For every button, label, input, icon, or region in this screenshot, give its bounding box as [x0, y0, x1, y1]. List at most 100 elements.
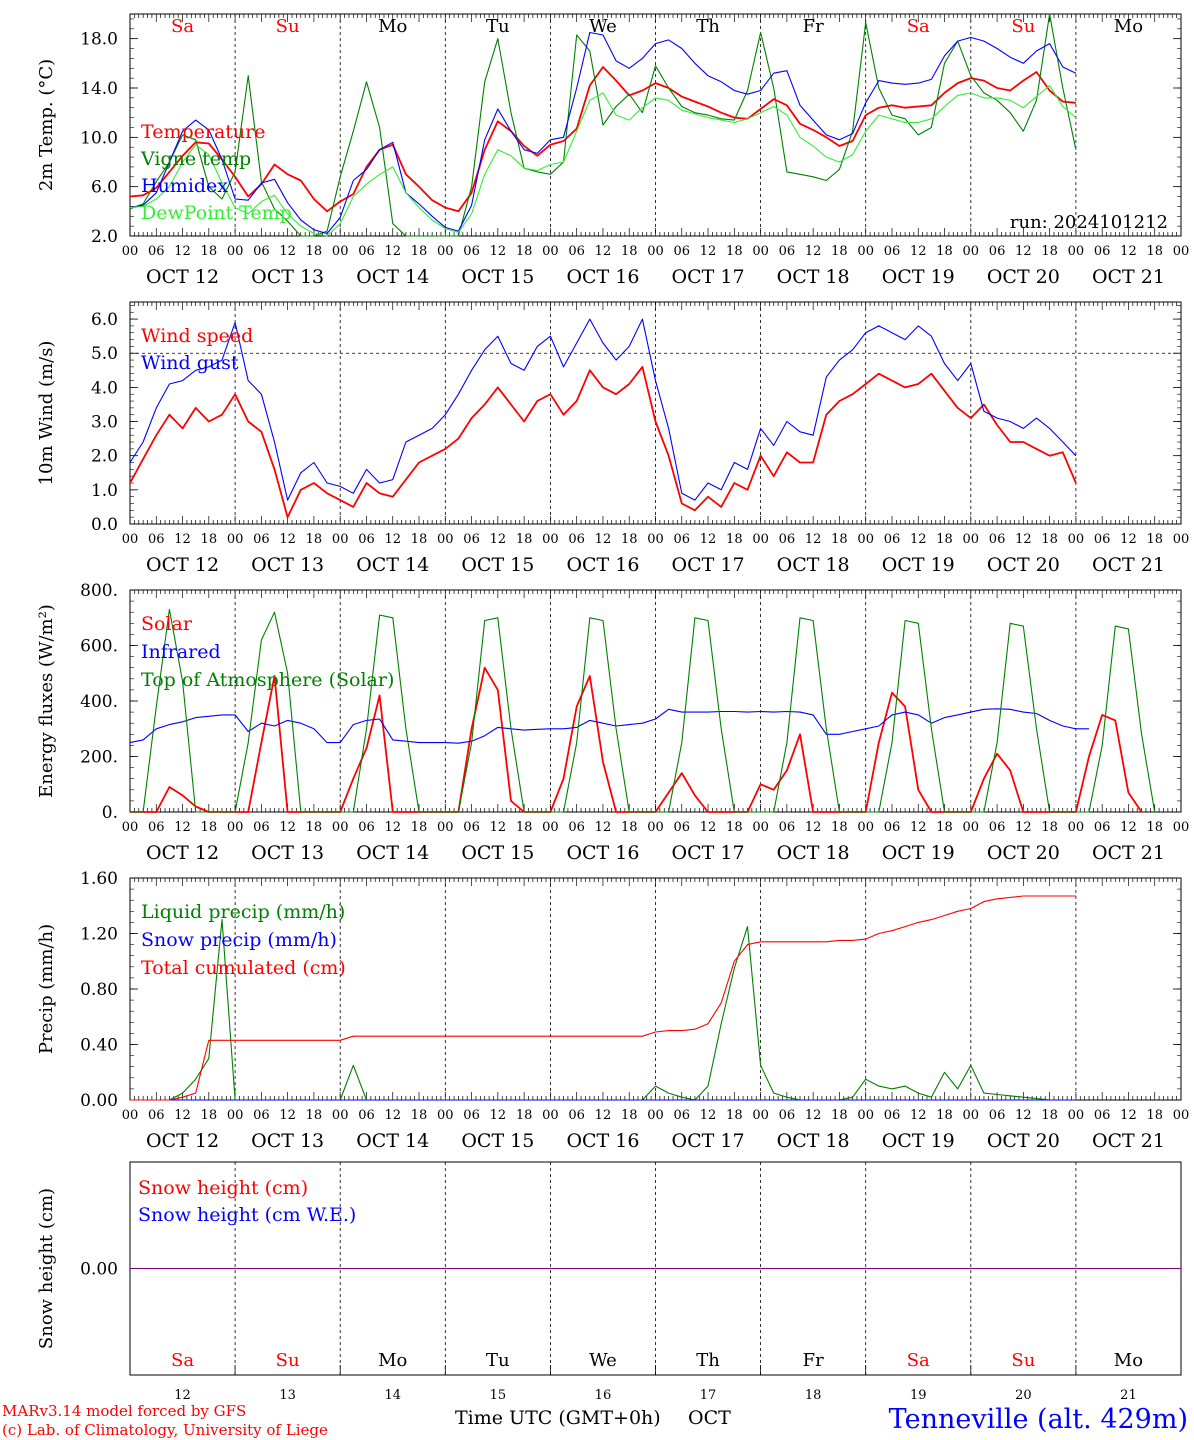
day-label: OCT 13: [251, 842, 324, 864]
hour-tick-label: 06: [1094, 820, 1111, 835]
hour-tick-label: 12: [384, 1108, 401, 1123]
hour-tick-label: 00: [122, 1108, 139, 1123]
hour-tick-label: 18: [726, 244, 743, 259]
hour-tick-label: 18: [516, 1108, 533, 1123]
hour-tick-label: 06: [358, 820, 375, 835]
footer-lab-credit: (c) Lab. of Climatology, University of L…: [2, 1421, 328, 1439]
day-label: OCT 20: [987, 266, 1060, 288]
day-label: OCT 15: [461, 266, 534, 288]
day-label: OCT 21: [1092, 266, 1165, 288]
hour-tick-label: 00: [963, 1108, 980, 1123]
hour-tick-label: 06: [674, 532, 691, 547]
hour-tick-label: 00: [227, 1108, 244, 1123]
hour-tick-label: 18: [516, 820, 533, 835]
day-label: OCT 15: [461, 842, 534, 864]
legend-entry: Snow precip (mm/h): [141, 929, 337, 951]
hour-tick-label: 06: [884, 244, 901, 259]
hour-tick-label: 12: [384, 820, 401, 835]
hour-tick-label: 18: [621, 532, 638, 547]
hour-tick-label: 06: [253, 820, 270, 835]
hour-tick-label: 06: [779, 532, 796, 547]
hour-tick-label: 06: [779, 820, 796, 835]
day-label: OCT 12: [146, 1130, 219, 1152]
hour-tick-label: 00: [542, 1108, 559, 1123]
legend-entry: Infrared: [141, 641, 221, 663]
y-tick-label: 3.0: [91, 413, 118, 433]
day-label: OCT 19: [882, 554, 955, 576]
hour-tick-label: 00: [752, 820, 769, 835]
hour-tick-label: 00: [332, 820, 349, 835]
legend-entry: Temperature: [141, 121, 265, 143]
hour-tick-label: 06: [358, 244, 375, 259]
hour-tick-label: 12: [805, 820, 822, 835]
weekday-label: Tu: [486, 16, 510, 37]
hour-tick-label: 06: [358, 1108, 375, 1123]
hour-tick-label: 18: [411, 820, 428, 835]
series-line-temperature: [129, 66, 1076, 213]
hour-tick-label: 18: [726, 532, 743, 547]
day-number-label: 17: [700, 1388, 717, 1403]
hour-tick-label: 06: [463, 820, 480, 835]
hour-tick-label: 18: [306, 244, 323, 259]
hour-tick-label: 18: [831, 1108, 848, 1123]
day-number-label: 12: [174, 1388, 191, 1403]
day-label: OCT 18: [777, 1130, 850, 1152]
y-tick-label: 18.0: [80, 30, 118, 50]
weekday-label: Mo: [378, 1350, 407, 1371]
hour-tick-label: 06: [148, 1108, 165, 1123]
hour-tick-label: 00: [332, 1108, 349, 1123]
hour-tick-label: 18: [936, 244, 953, 259]
hour-tick-label: 06: [674, 1108, 691, 1123]
weekday-label: We: [589, 1350, 617, 1371]
hour-tick-label: 12: [1120, 244, 1137, 259]
hour-tick-label: 18: [516, 244, 533, 259]
hour-tick-label: 00: [963, 532, 980, 547]
legend-entry: Humidex: [141, 175, 228, 197]
hour-tick-label: 12: [910, 1108, 927, 1123]
weekday-label: Th: [696, 1350, 720, 1371]
hour-tick-label: 18: [621, 244, 638, 259]
hour-tick-label: 18: [411, 532, 428, 547]
y-tick-label: 0.00: [80, 1091, 118, 1111]
hour-tick-label: 00: [1068, 532, 1085, 547]
hour-tick-label: 18: [1041, 820, 1058, 835]
hour-tick-label: 06: [884, 820, 901, 835]
panel-4: 0.00 0.40 0.80 1.20 1.60 Precip (mm/h) Liquid …: [36, 869, 1189, 1152]
hour-tick-label: 12: [279, 244, 296, 259]
day-label: OCT 15: [461, 554, 534, 576]
day-label: OCT 16: [566, 842, 639, 864]
hour-tick-label: 00: [122, 244, 139, 259]
y-tick-label: 6.0: [91, 310, 118, 330]
y-tick-label: 200.: [80, 748, 118, 768]
hour-tick-label: 12: [174, 532, 191, 547]
day-label: OCT 17: [672, 554, 745, 576]
y-tick-label: 14.0: [80, 79, 118, 99]
hour-tick-label: 06: [674, 244, 691, 259]
hour-tick-label: 06: [463, 244, 480, 259]
hour-tick-label: 00: [857, 532, 874, 547]
hour-tick-label: 06: [989, 244, 1006, 259]
day-label: OCT 19: [882, 266, 955, 288]
weekday-label: Mo: [1114, 1350, 1143, 1371]
hour-tick-label: 18: [831, 244, 848, 259]
day-label: OCT 17: [672, 266, 745, 288]
day-label: OCT 17: [672, 842, 745, 864]
hour-tick-label: 06: [148, 820, 165, 835]
legend-entry: DewPoint Temp: [141, 202, 292, 224]
hour-tick-label: 06: [1094, 1108, 1111, 1123]
hour-tick-label: 12: [1015, 1108, 1032, 1123]
day-number-label: 21: [1120, 1388, 1137, 1403]
hour-tick-label: 00: [963, 820, 980, 835]
legend-entry: Snow height (cm): [138, 1177, 308, 1199]
weekday-label: Sa: [171, 1350, 194, 1371]
hour-tick-label: 12: [595, 820, 612, 835]
hour-tick-label: 18: [1041, 1108, 1058, 1123]
weekday-label: Tu: [486, 1350, 510, 1371]
hour-tick-label: 00: [647, 532, 664, 547]
hour-tick-label: 00: [752, 244, 769, 259]
hour-tick-label: 00: [857, 820, 874, 835]
legend-entry: Total cumulated (cm): [141, 957, 346, 979]
hour-tick-label: 12: [279, 820, 296, 835]
hour-tick-label: 00: [857, 244, 874, 259]
